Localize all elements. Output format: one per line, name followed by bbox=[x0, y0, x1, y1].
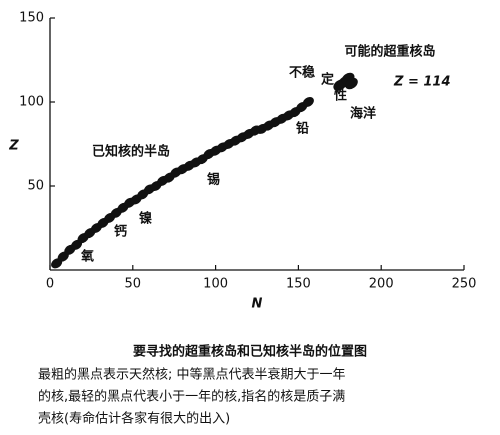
annotation: 定 bbox=[320, 72, 334, 88]
annotation: 不稳 bbox=[289, 65, 315, 81]
element-label: 钙 bbox=[114, 224, 127, 240]
element-label: 氧 bbox=[80, 249, 94, 265]
caption-title: 要寻找的超重核岛和已知核半岛的位置图 bbox=[133, 344, 367, 360]
caption-line: 最粗的黑点表示天然核; 中等黑点代表半衰期大于一年 bbox=[38, 367, 346, 383]
x-tick-label: 250 bbox=[452, 277, 477, 292]
x-tick-label: 200 bbox=[369, 277, 394, 292]
annotation: 海洋 bbox=[350, 106, 376, 122]
element-label: 铅 bbox=[296, 121, 309, 137]
y-tick-label: 100 bbox=[19, 95, 44, 110]
annotation: Z = 114 bbox=[393, 75, 451, 90]
x-tick-label: 150 bbox=[286, 277, 311, 292]
x-tick-label: 100 bbox=[203, 277, 228, 292]
nuclide-point bbox=[344, 77, 358, 90]
element-label: 锡 bbox=[207, 172, 220, 188]
caption-line: 壳核(寿命估计各家有很大的出入) bbox=[38, 411, 230, 427]
nuclide-point bbox=[302, 96, 314, 108]
y-tick-label: 150 bbox=[19, 11, 44, 26]
x-axis-label: N bbox=[252, 297, 263, 312]
y-axis-label: Z bbox=[8, 139, 19, 154]
annotation: 性 bbox=[334, 88, 347, 104]
y-tick-label: 50 bbox=[27, 179, 44, 194]
annotation: 可能的超重核岛 bbox=[344, 44, 435, 60]
element-label: 镍 bbox=[139, 211, 152, 227]
caption-line: 的核,最轻的黑点代表小于一年的核,指名的核是质子满 bbox=[38, 389, 345, 405]
annotation: 已知核的半岛 bbox=[92, 144, 170, 160]
x-tick-label: 50 bbox=[125, 277, 142, 292]
x-tick-label: 0 bbox=[46, 277, 54, 292]
